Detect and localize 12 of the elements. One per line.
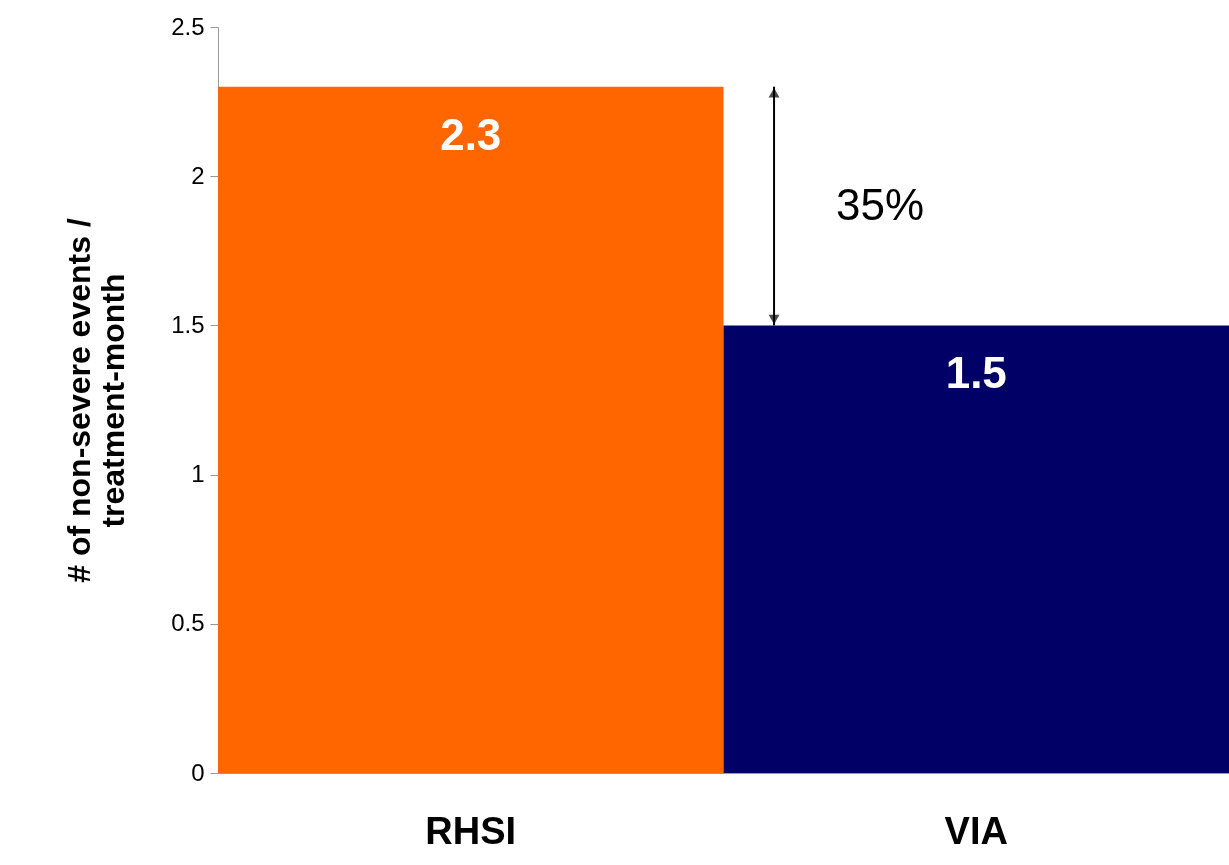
data-label: 1.5: [945, 348, 1007, 398]
y-tick-label: 1.5: [171, 310, 205, 338]
y-tick-label: 2: [191, 161, 205, 189]
y-tick-label: 2.5: [171, 12, 205, 40]
data-label: 2.3: [440, 109, 502, 159]
x-tick-label: RHSI: [425, 809, 517, 852]
y-tick-label: 0: [191, 758, 205, 786]
x-tick-label: VIA: [944, 809, 1008, 852]
y-tick-label: 0.5: [171, 609, 205, 637]
y-axis-title: # of non-severe events / treatment-month: [61, 218, 132, 583]
y-tick-label: 1: [191, 460, 205, 488]
annotation: 35%: [836, 180, 925, 229]
